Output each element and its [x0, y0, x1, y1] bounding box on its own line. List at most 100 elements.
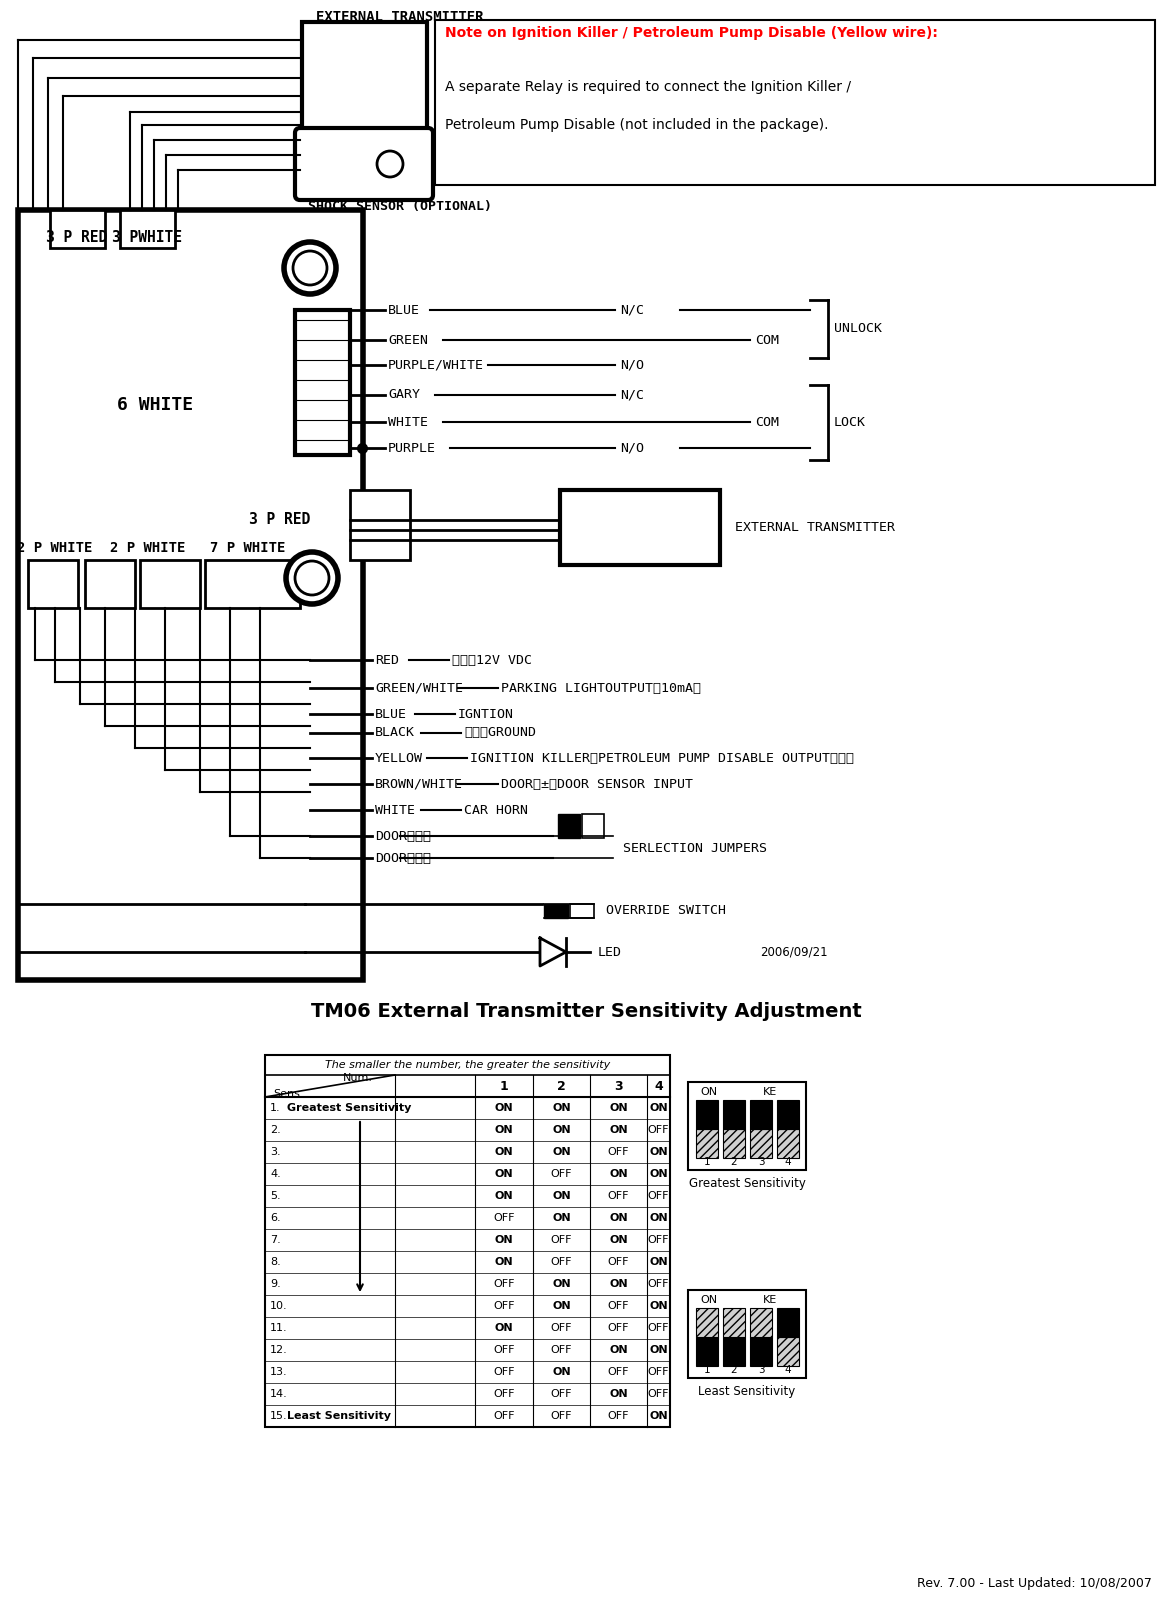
- Text: ON: ON: [649, 1346, 668, 1355]
- Text: ON: ON: [552, 1213, 571, 1222]
- Bar: [750, 1338, 772, 1367]
- Bar: [582, 813, 604, 837]
- Bar: [265, 1055, 670, 1428]
- Circle shape: [377, 151, 403, 176]
- Text: WHITE: WHITE: [388, 415, 428, 428]
- Text: OFF: OFF: [608, 1323, 629, 1333]
- Text: OFF: OFF: [551, 1412, 572, 1421]
- Text: OFF: OFF: [551, 1389, 572, 1399]
- Text: A separate Relay is required to connect the Ignition Killer /: A separate Relay is required to connect …: [445, 80, 851, 95]
- Text: RED: RED: [375, 653, 398, 667]
- Text: Least Sensitivity: Least Sensitivity: [287, 1412, 391, 1421]
- Text: ON: ON: [552, 1301, 571, 1310]
- Text: ON: ON: [552, 1192, 571, 1201]
- Text: N/C: N/C: [620, 388, 643, 401]
- Text: ON: ON: [552, 1104, 571, 1113]
- Bar: [750, 1307, 772, 1338]
- Text: 1: 1: [703, 1156, 710, 1168]
- Text: ON: ON: [552, 1147, 571, 1156]
- Text: 15.: 15.: [270, 1412, 287, 1421]
- Text: OFF: OFF: [551, 1258, 572, 1267]
- Text: OFF: OFF: [493, 1389, 515, 1399]
- Text: Num.: Num.: [343, 1073, 373, 1083]
- Text: ON: ON: [649, 1412, 668, 1421]
- Text: N/C: N/C: [620, 303, 643, 316]
- Bar: [696, 1129, 718, 1158]
- Text: ON: ON: [609, 1104, 628, 1113]
- Bar: [139, 560, 200, 608]
- Text: 1: 1: [703, 1365, 710, 1375]
- Text: 2: 2: [557, 1079, 566, 1092]
- Text: ON: ON: [495, 1258, 513, 1267]
- Text: 14.: 14.: [270, 1389, 288, 1399]
- Text: 2006/09/21: 2006/09/21: [759, 945, 827, 959]
- Text: KE: KE: [763, 1294, 777, 1306]
- Text: 6 WHITE: 6 WHITE: [117, 396, 193, 414]
- Text: Note on Ignition Killer / Petroleum Pump Disable (Yellow wire):: Note on Ignition Killer / Petroleum Pump…: [445, 26, 938, 40]
- Bar: [120, 210, 175, 249]
- Text: 9.: 9.: [270, 1278, 281, 1290]
- Bar: [86, 560, 135, 608]
- Bar: [777, 1100, 799, 1129]
- Bar: [723, 1100, 745, 1129]
- Text: 2.: 2.: [270, 1124, 281, 1136]
- Text: 4: 4: [785, 1365, 791, 1375]
- Text: ON: ON: [700, 1088, 717, 1097]
- Text: PURPLE/WHITE: PURPLE/WHITE: [388, 359, 484, 372]
- Text: N/O: N/O: [620, 441, 643, 454]
- Text: OVERRIDE SWITCH: OVERRIDE SWITCH: [606, 905, 725, 917]
- Text: DOOR（－）: DOOR（－）: [375, 852, 431, 865]
- Bar: [295, 310, 350, 456]
- Circle shape: [295, 561, 329, 595]
- Text: 13.: 13.: [270, 1367, 287, 1376]
- Text: DOOR（±）DOOR SENSOR INPUT: DOOR（±）DOOR SENSOR INPUT: [502, 778, 693, 791]
- Text: EXTERNAL TRANSMITTER: EXTERNAL TRANSMITTER: [735, 521, 895, 534]
- Text: OFF: OFF: [493, 1301, 515, 1310]
- Text: OFF: OFF: [493, 1213, 515, 1222]
- Text: OFF: OFF: [551, 1235, 572, 1245]
- Text: ON: ON: [649, 1301, 668, 1310]
- Text: 3.: 3.: [270, 1147, 280, 1156]
- Bar: [50, 210, 105, 249]
- Text: ON: ON: [649, 1258, 668, 1267]
- Bar: [750, 1129, 772, 1158]
- Text: ON: ON: [552, 1124, 571, 1136]
- Text: ON: ON: [495, 1192, 513, 1201]
- Text: BROWN/WHITE: BROWN/WHITE: [375, 778, 463, 791]
- Text: Petroleum Pump Disable (not included in the package).: Petroleum Pump Disable (not included in …: [445, 119, 829, 132]
- Text: 2 P WHITE: 2 P WHITE: [110, 541, 185, 555]
- Text: 5.: 5.: [270, 1192, 280, 1201]
- Text: GREEN/WHITE: GREEN/WHITE: [375, 682, 463, 695]
- Bar: [570, 905, 594, 917]
- Text: ON: ON: [495, 1169, 513, 1179]
- Bar: [350, 489, 410, 560]
- Text: OFF: OFF: [493, 1346, 515, 1355]
- Text: OFF: OFF: [648, 1235, 669, 1245]
- Text: ON: ON: [649, 1104, 668, 1113]
- Bar: [558, 813, 580, 837]
- Text: ON: ON: [609, 1235, 628, 1245]
- Text: LED: LED: [598, 945, 622, 959]
- Text: OFF: OFF: [493, 1412, 515, 1421]
- Bar: [205, 560, 300, 608]
- Text: ON: ON: [552, 1278, 571, 1290]
- Bar: [544, 905, 568, 917]
- Text: Greatest Sensitivity: Greatest Sensitivity: [287, 1104, 411, 1113]
- Text: EXTERNAL TRANSMITTER: EXTERNAL TRANSMITTER: [316, 10, 484, 24]
- Text: （＋）12V VDC: （＋）12V VDC: [451, 653, 532, 667]
- Text: OFF: OFF: [608, 1192, 629, 1201]
- Text: YELLOW: YELLOW: [375, 752, 423, 765]
- Bar: [777, 1338, 799, 1367]
- Text: 3: 3: [757, 1156, 764, 1168]
- Text: 3 P RED: 3 P RED: [250, 513, 311, 528]
- Text: 2: 2: [730, 1156, 737, 1168]
- Text: BLUE: BLUE: [388, 303, 420, 316]
- Bar: [696, 1100, 718, 1129]
- Text: CAR HORN: CAR HORN: [464, 804, 529, 816]
- Bar: [560, 489, 720, 565]
- Text: LOCK: LOCK: [834, 415, 866, 428]
- Text: OFF: OFF: [608, 1301, 629, 1310]
- Text: COM: COM: [755, 415, 779, 428]
- Text: BLACK: BLACK: [375, 727, 415, 739]
- Text: 2: 2: [730, 1365, 737, 1375]
